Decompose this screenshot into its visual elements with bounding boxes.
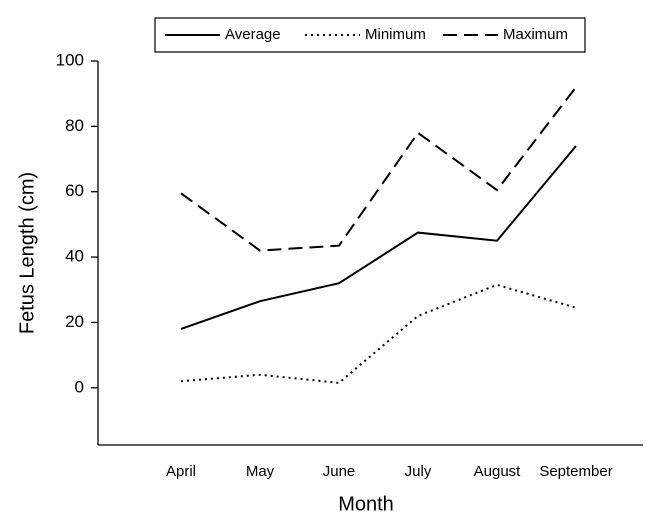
y-axis-label: Fetus Length (cm) (16, 172, 38, 334)
y-tick-label: 20 (65, 312, 84, 331)
data-line (180, 86, 577, 252)
x-axis-label: Month (338, 493, 394, 515)
x-tick-label: July (405, 463, 432, 480)
x-tick-label: September (539, 463, 612, 480)
data-line (180, 283, 577, 384)
y-tick-label: 80 (65, 116, 84, 135)
y-tick-label: 0 (75, 377, 84, 396)
y-tick-label: 60 (65, 181, 84, 200)
legend-label: Average (225, 26, 281, 43)
y-tick-label: 100 (56, 50, 84, 69)
x-tick-label: June (323, 463, 356, 480)
x-tick-label: August (474, 463, 522, 480)
legend-label: Minimum (365, 26, 426, 43)
x-tick-label: May (246, 463, 275, 480)
legend-label: Maximum (503, 26, 568, 43)
data-line (180, 145, 577, 330)
x-tick-label: April (166, 463, 196, 480)
y-tick-label: 40 (65, 247, 84, 266)
legend-box (154, 17, 586, 53)
